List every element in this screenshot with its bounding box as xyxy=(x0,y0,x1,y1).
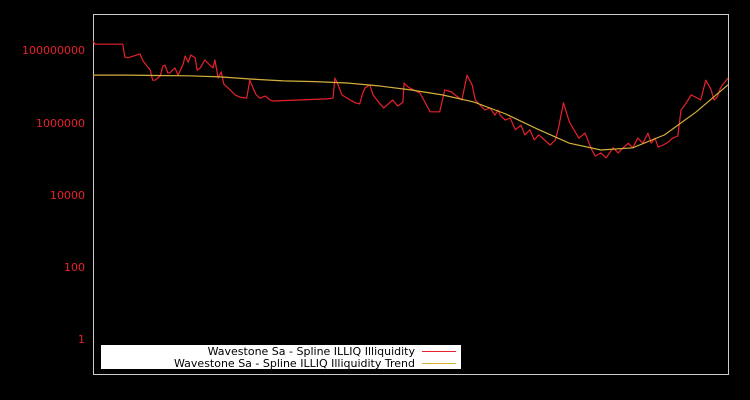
y-tick-label: 10000 xyxy=(50,189,85,202)
illiquidity-trend-line xyxy=(93,74,729,151)
y-tick-label: 1 xyxy=(78,333,85,346)
plot-area-frame xyxy=(93,14,729,375)
legend-label-trend: Wavestone Sa - Spline ILLIQ Illiquidity … xyxy=(174,357,415,370)
y-tick-label: 1000000 xyxy=(36,117,85,130)
legend-box xyxy=(101,345,461,369)
y-tick-label: 100 xyxy=(64,261,85,274)
y-axis-ticks: 100000000 1000000 10000 100 1 xyxy=(22,44,85,346)
legend-label-illiquidity: Wavestone Sa - Spline ILLIQ Illiquidity xyxy=(208,345,416,358)
legend: Wavestone Sa - Spline ILLIQ Illiquidity … xyxy=(101,345,461,370)
y-tick-label: 100000000 xyxy=(22,44,85,57)
